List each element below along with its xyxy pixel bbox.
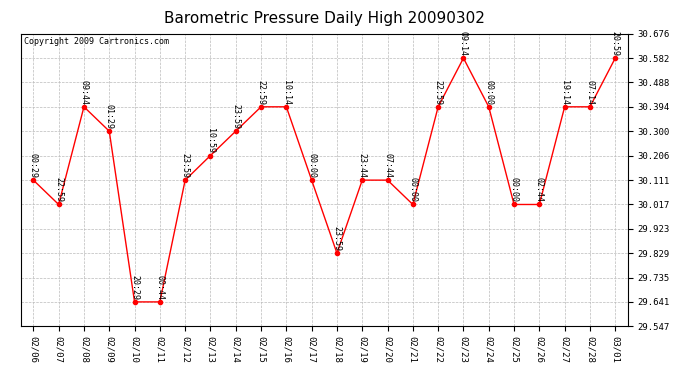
Text: 09:14: 09:14 [459, 31, 468, 56]
Text: 19:14: 19:14 [560, 80, 569, 105]
Text: 23:59: 23:59 [181, 153, 190, 178]
Text: 23:59: 23:59 [333, 226, 342, 251]
Text: Barometric Pressure Daily High 20090302: Barometric Pressure Daily High 20090302 [164, 11, 485, 26]
Text: 22:59: 22:59 [257, 80, 266, 105]
Text: 00:00: 00:00 [408, 177, 417, 203]
Text: Copyright 2009 Cartronics.com: Copyright 2009 Cartronics.com [23, 37, 169, 46]
Text: 20:59: 20:59 [611, 31, 620, 56]
Text: 22:59: 22:59 [433, 80, 443, 105]
Text: 01:29: 01:29 [105, 104, 114, 129]
Text: 00:00: 00:00 [307, 153, 316, 178]
Text: 22:59: 22:59 [54, 177, 63, 203]
Text: 09:44: 09:44 [79, 80, 88, 105]
Text: 02:44: 02:44 [535, 177, 544, 203]
Text: 00:00: 00:00 [484, 80, 493, 105]
Text: 07:14: 07:14 [585, 80, 595, 105]
Text: 23:44: 23:44 [357, 153, 367, 178]
Text: 10:14: 10:14 [282, 80, 291, 105]
Text: 07:44: 07:44 [383, 153, 392, 178]
Text: 23:59: 23:59 [231, 104, 240, 129]
Text: 00:00: 00:00 [509, 177, 519, 203]
Text: 00:44: 00:44 [155, 275, 164, 300]
Text: 10:59: 10:59 [206, 129, 215, 153]
Text: 00:29: 00:29 [29, 153, 38, 178]
Text: 20:29: 20:29 [130, 275, 139, 300]
